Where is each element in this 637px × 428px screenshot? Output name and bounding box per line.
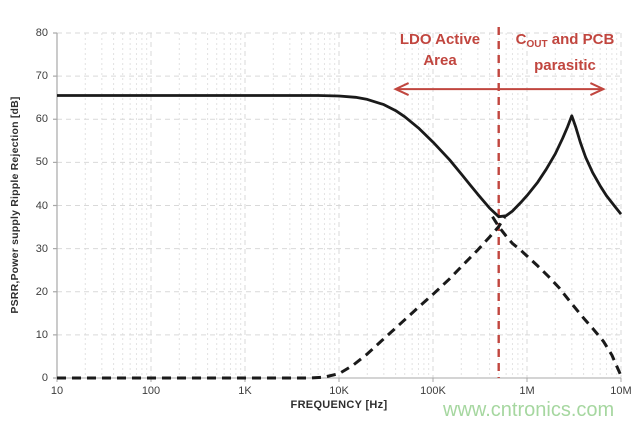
x-tick-label: 1M [519, 385, 535, 397]
y-tick-label: 50 [35, 156, 48, 169]
y-tick-label: 20 [35, 285, 48, 298]
x-tick-label: 100K [420, 385, 446, 397]
y-tick-label: 0 [41, 372, 48, 384]
subscript-out: OUT [526, 39, 548, 50]
annotation-line: parasitic [534, 57, 596, 74]
y-tick-label: 30 [35, 242, 48, 255]
y-tick-label: 70 [35, 70, 48, 83]
annotation-cout-pcb-parasitic: COUT and PCB parasitic [500, 29, 630, 76]
x-tick-label: 10M [610, 385, 632, 397]
annotation-ldo-active-area: LDO Active Area [390, 29, 490, 71]
y-tick-label: 10 [35, 328, 48, 341]
annotation-line: LDO Active [399, 31, 481, 48]
y-tick-label: 40 [35, 199, 48, 212]
x-axis-title: FREQUENCY [Hz] [290, 399, 388, 411]
annotation-line: Area [423, 52, 457, 69]
x-tick-label: 100 [141, 385, 161, 397]
y-tick-label: 60 [35, 113, 48, 126]
y-tick-label: 80 [35, 27, 48, 39]
annotation-line: COUT and PCB [515, 31, 615, 50]
x-tick-label: 10K [329, 385, 349, 397]
watermark: www.cntronics.com [443, 399, 615, 421]
x-tick-label: 10 [50, 385, 64, 397]
x-tick-label: 1K [238, 385, 252, 397]
